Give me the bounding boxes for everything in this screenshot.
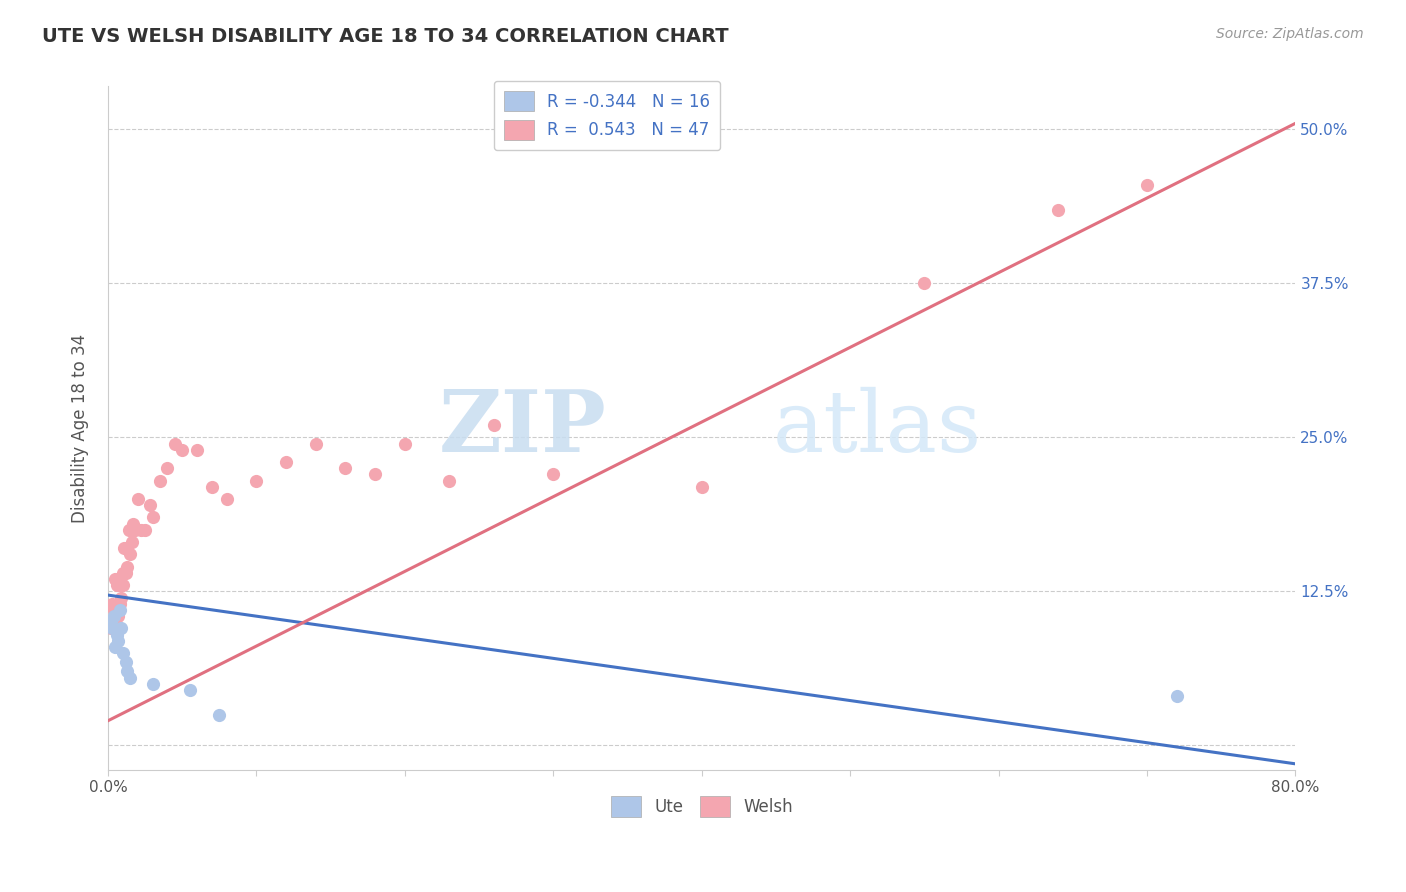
Point — [1136, 178, 1159, 192]
Point — [111, 578, 134, 592]
Point — [107, 633, 129, 648]
Point — [1046, 202, 1069, 217]
Point — [105, 578, 128, 592]
Point — [172, 442, 194, 457]
Point — [118, 523, 141, 537]
Point — [108, 597, 131, 611]
Point — [105, 621, 128, 635]
Point — [108, 578, 131, 592]
Point — [101, 597, 124, 611]
Point — [107, 578, 129, 592]
Point — [100, 615, 122, 630]
Point — [129, 523, 152, 537]
Point — [138, 498, 160, 512]
Point — [141, 677, 163, 691]
Y-axis label: Disability Age 18 to 34: Disability Age 18 to 34 — [72, 334, 89, 523]
Point — [121, 535, 143, 549]
Text: ZIP: ZIP — [439, 386, 607, 470]
Text: atlas: atlas — [773, 386, 983, 470]
Point — [104, 640, 127, 654]
Point — [186, 442, 208, 457]
Point — [117, 665, 139, 679]
Point — [543, 467, 565, 482]
Point — [101, 621, 124, 635]
Point — [156, 461, 179, 475]
Point — [103, 603, 125, 617]
Point — [122, 516, 145, 531]
Point — [215, 491, 238, 506]
Point — [305, 436, 328, 450]
Point — [1166, 689, 1188, 703]
Point — [104, 572, 127, 586]
Point — [111, 646, 134, 660]
Point — [274, 455, 297, 469]
Point — [208, 707, 231, 722]
Point — [104, 615, 127, 630]
Point — [134, 523, 156, 537]
Point — [141, 510, 163, 524]
Point — [179, 682, 201, 697]
Point — [110, 621, 132, 635]
Point — [149, 474, 172, 488]
Point — [111, 566, 134, 580]
Point — [117, 559, 139, 574]
Point — [690, 480, 713, 494]
Point — [110, 591, 132, 605]
Point — [201, 480, 224, 494]
Point — [105, 627, 128, 641]
Point — [127, 491, 149, 506]
Point — [912, 277, 935, 291]
Point — [120, 671, 142, 685]
Point — [245, 474, 267, 488]
Point — [364, 467, 387, 482]
Point — [439, 474, 461, 488]
Point — [107, 609, 129, 624]
Point — [163, 436, 186, 450]
Point — [394, 436, 416, 450]
Point — [124, 523, 146, 537]
Point — [335, 461, 357, 475]
Point — [114, 655, 136, 669]
Legend: Ute, Welsh: Ute, Welsh — [605, 789, 800, 823]
Point — [103, 609, 125, 624]
Point — [108, 603, 131, 617]
Text: Source: ZipAtlas.com: Source: ZipAtlas.com — [1216, 27, 1364, 41]
Point — [112, 541, 135, 556]
Point — [482, 418, 505, 433]
Point — [114, 566, 136, 580]
Point — [100, 621, 122, 635]
Point — [120, 548, 142, 562]
Text: UTE VS WELSH DISABILITY AGE 18 TO 34 CORRELATION CHART: UTE VS WELSH DISABILITY AGE 18 TO 34 COR… — [42, 27, 728, 45]
